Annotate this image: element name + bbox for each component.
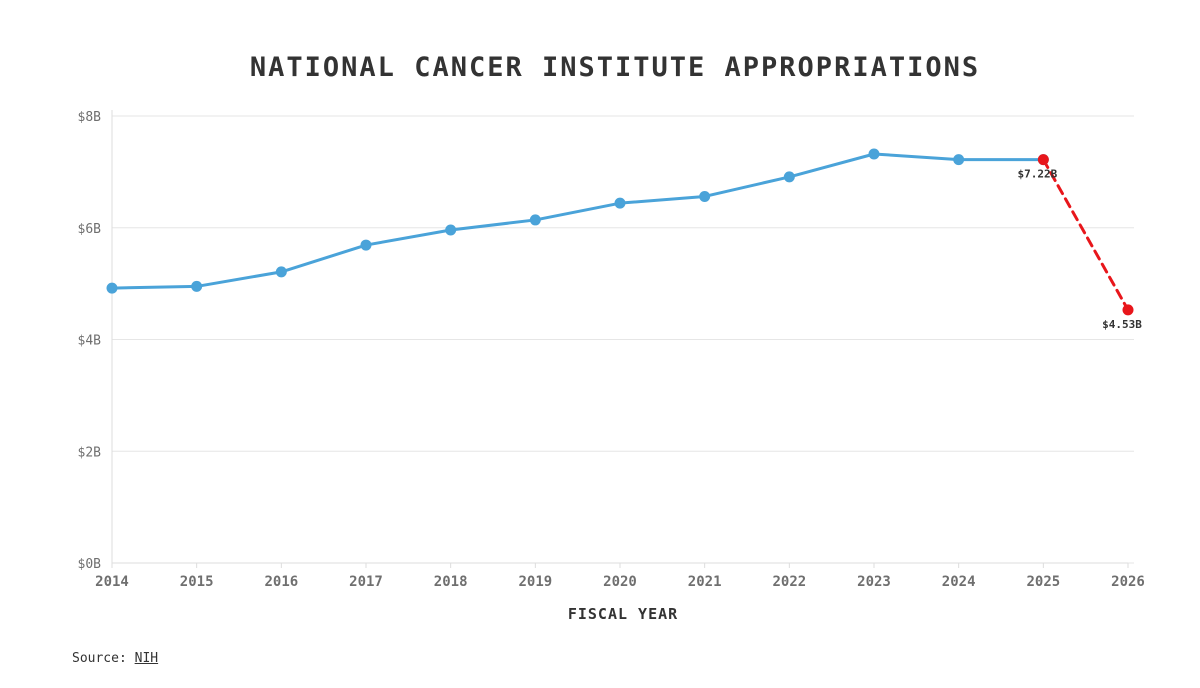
x-tick-label: 2019 — [518, 574, 552, 590]
data-point — [106, 282, 118, 294]
y-tick-label: $2B — [78, 445, 102, 460]
y-tick-label: $6B — [78, 222, 102, 237]
x-tick-label: 2022 — [772, 574, 806, 590]
series-line — [110, 152, 1045, 290]
data-point — [699, 190, 711, 202]
data-label: $7.22B — [1017, 168, 1057, 181]
data-label: $4.53B — [1102, 318, 1142, 331]
x-tick-label: 2018 — [434, 574, 468, 590]
x-tick-label: 2014 — [95, 574, 129, 590]
x-tick-label: 2024 — [942, 574, 976, 590]
x-tick-label: 2020 — [603, 574, 637, 590]
projected-point — [1122, 304, 1134, 316]
x-tick-label: 2025 — [1026, 574, 1060, 590]
source-note: Source: NIH — [72, 651, 158, 666]
x-axis-title: FISCAL YEAR — [568, 605, 678, 623]
data-point — [445, 224, 457, 236]
chart-title: NATIONAL CANCER INSTITUTE APPROPRIATIONS — [249, 52, 981, 83]
data-point — [360, 239, 372, 251]
data-point — [275, 266, 287, 278]
y-tick-label: $4B — [78, 334, 102, 349]
data-point — [783, 171, 795, 183]
data-point — [953, 154, 965, 166]
x-tick-label: 2021 — [688, 574, 722, 590]
y-tick-label: $8B — [78, 110, 102, 125]
x-tick-label: 2026 — [1111, 574, 1145, 590]
x-tick-label: 2017 — [349, 574, 383, 590]
source-link[interactable]: NIH — [134, 651, 159, 666]
projected-line — [1041, 158, 1130, 312]
x-tick-label: 2016 — [264, 574, 298, 590]
y-tick-label: $0B — [78, 557, 102, 572]
x-tick-label: 2023 — [857, 574, 891, 590]
data-point — [868, 148, 880, 160]
data-point — [614, 197, 626, 209]
data-point — [529, 214, 541, 226]
source-prefix: Source: — [72, 651, 135, 666]
x-tick-label: 2015 — [180, 574, 214, 590]
projected-point — [1037, 154, 1049, 166]
data-point — [191, 280, 203, 292]
